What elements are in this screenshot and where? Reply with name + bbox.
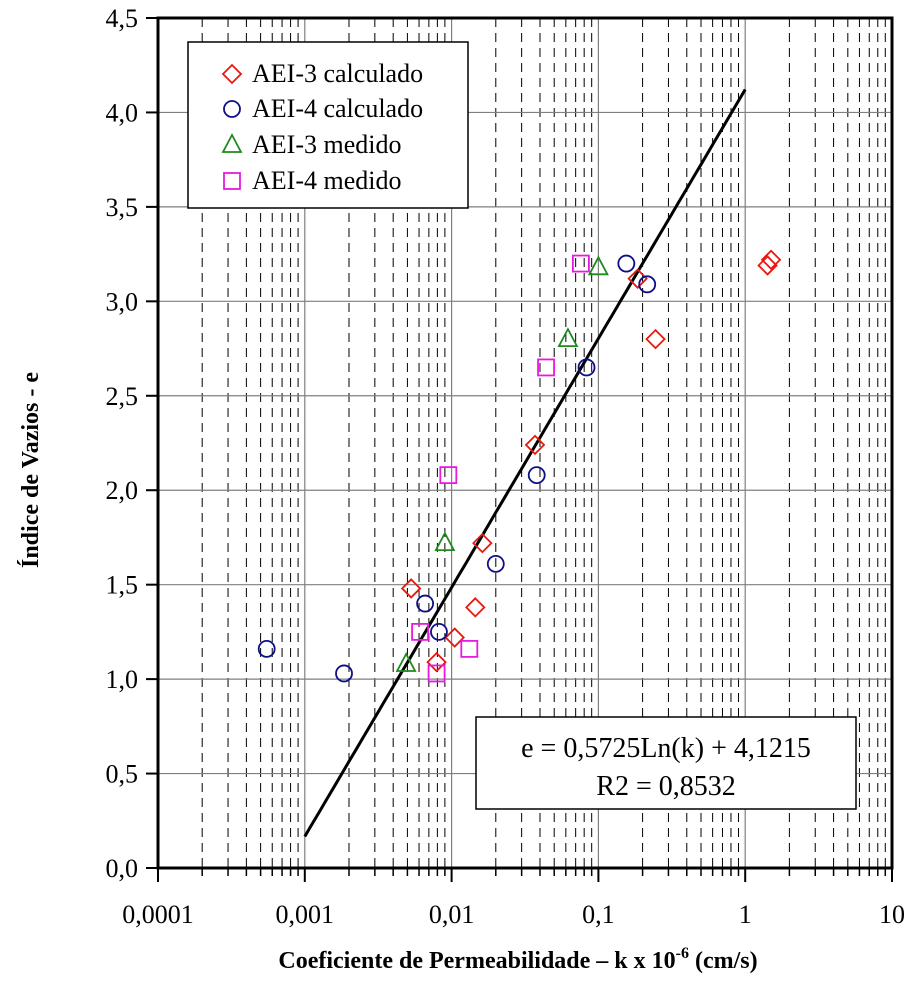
data-point-circle <box>527 466 546 485</box>
y-tick-label: 4,0 <box>106 98 139 127</box>
data-point-square <box>572 254 590 273</box>
y-axis-title: Índice de Vazios - e <box>18 372 44 568</box>
trendline-equation: e = 0,5725Ln(k) + 4,1215 <box>521 733 811 764</box>
data-point-square <box>427 664 446 683</box>
x-axis-title-exponent: -6 <box>676 945 689 962</box>
data-point-square <box>411 622 429 641</box>
y-tick-label: 1,5 <box>106 571 139 600</box>
y-tick-label: 2,5 <box>106 382 139 411</box>
x-tick-label: 1 <box>739 900 752 929</box>
data-point-triangle <box>395 652 417 672</box>
y-tick-label: 2,0 <box>106 476 139 505</box>
legend-label-aei3-calculado: AEI-3 calculado <box>252 59 423 88</box>
equation-box-frame <box>475 716 857 810</box>
x-tick-label: 10 <box>879 900 905 929</box>
x-tick-label: 0,01 <box>429 900 475 929</box>
data-point-circle <box>486 554 505 573</box>
data-point-diamond <box>400 578 422 599</box>
y-tick-label: 0,5 <box>106 760 139 789</box>
data-point-circle <box>257 639 276 658</box>
axis-ticks: 0,0001 0,001 0,01 0,1 1 10 0,0 0,5 1,0 1,5 2,0 2,5 3… <box>106 4 906 929</box>
data-point-circle <box>638 275 657 294</box>
legend-box <box>187 41 469 209</box>
data-point-circle <box>430 622 448 641</box>
data-point-square <box>460 639 479 658</box>
legend-label-aei4-medido: AEI-4 medido <box>252 166 401 195</box>
legend: AEI-3 calculado AEI-4 calculado AEI-3 me… <box>187 41 469 209</box>
data-point-circle <box>335 664 353 683</box>
equation-box: e = 0,5725Ln(k) + 4,1215 R2 = 0,8532 <box>475 716 857 810</box>
data-point-diamond <box>760 249 782 271</box>
x-tick-label: 0,1 <box>582 900 615 929</box>
data-point-circle <box>416 594 435 613</box>
data-point-diamond <box>757 255 778 276</box>
data-point-circle <box>577 358 596 377</box>
data-point-circle <box>617 254 636 273</box>
trendline <box>303 88 747 838</box>
legend-label-aei4-calculado: AEI-4 calculado <box>252 94 423 123</box>
data-point-triangle <box>587 255 609 276</box>
y-tick-label: 3,0 <box>106 287 139 316</box>
trendline-r2: R2 = 0,8532 <box>596 771 735 802</box>
y-tick-label: 1,0 <box>106 665 139 694</box>
data-point-diamond <box>645 328 666 350</box>
data-points <box>257 249 782 683</box>
data-point-diamond <box>426 651 447 673</box>
data-point-diamond <box>627 268 648 289</box>
data-point-diamond <box>465 597 486 618</box>
x-axis-title: Coeficiente de Permeabilidade – k x 10-6… <box>278 945 757 974</box>
legend-label-aei3-medido: AEI-3 medido <box>252 130 401 159</box>
legend-marker-square <box>223 172 241 190</box>
plot-area-frame <box>156 16 894 870</box>
data-point-diamond <box>444 627 465 648</box>
y-tick-label: 3,5 <box>106 193 139 222</box>
legend-marker-diamond <box>221 63 243 85</box>
data-point-diamond <box>524 434 546 456</box>
x-tick-label: 0,0001 <box>122 900 194 929</box>
data-point-triangle <box>557 327 579 348</box>
data-point-square <box>439 466 458 485</box>
x-axis-title-main: Coeficiente de Permeabilidade – k x 10 <box>278 948 675 974</box>
x-tick-label: 0,001 <box>276 900 335 929</box>
legend-markers <box>221 63 243 190</box>
x-axis-title-unit: (cm/s) <box>689 948 758 974</box>
legend-marker-circle <box>223 100 241 118</box>
data-point-square <box>537 358 555 377</box>
data-point-triangle <box>434 531 456 552</box>
data-point-diamond <box>472 532 493 554</box>
trendline-layer <box>303 88 747 838</box>
legend-marker-triangle <box>221 133 243 153</box>
y-tick-label: 4,5 <box>106 4 139 33</box>
y-tick-label: 0,0 <box>106 854 139 883</box>
